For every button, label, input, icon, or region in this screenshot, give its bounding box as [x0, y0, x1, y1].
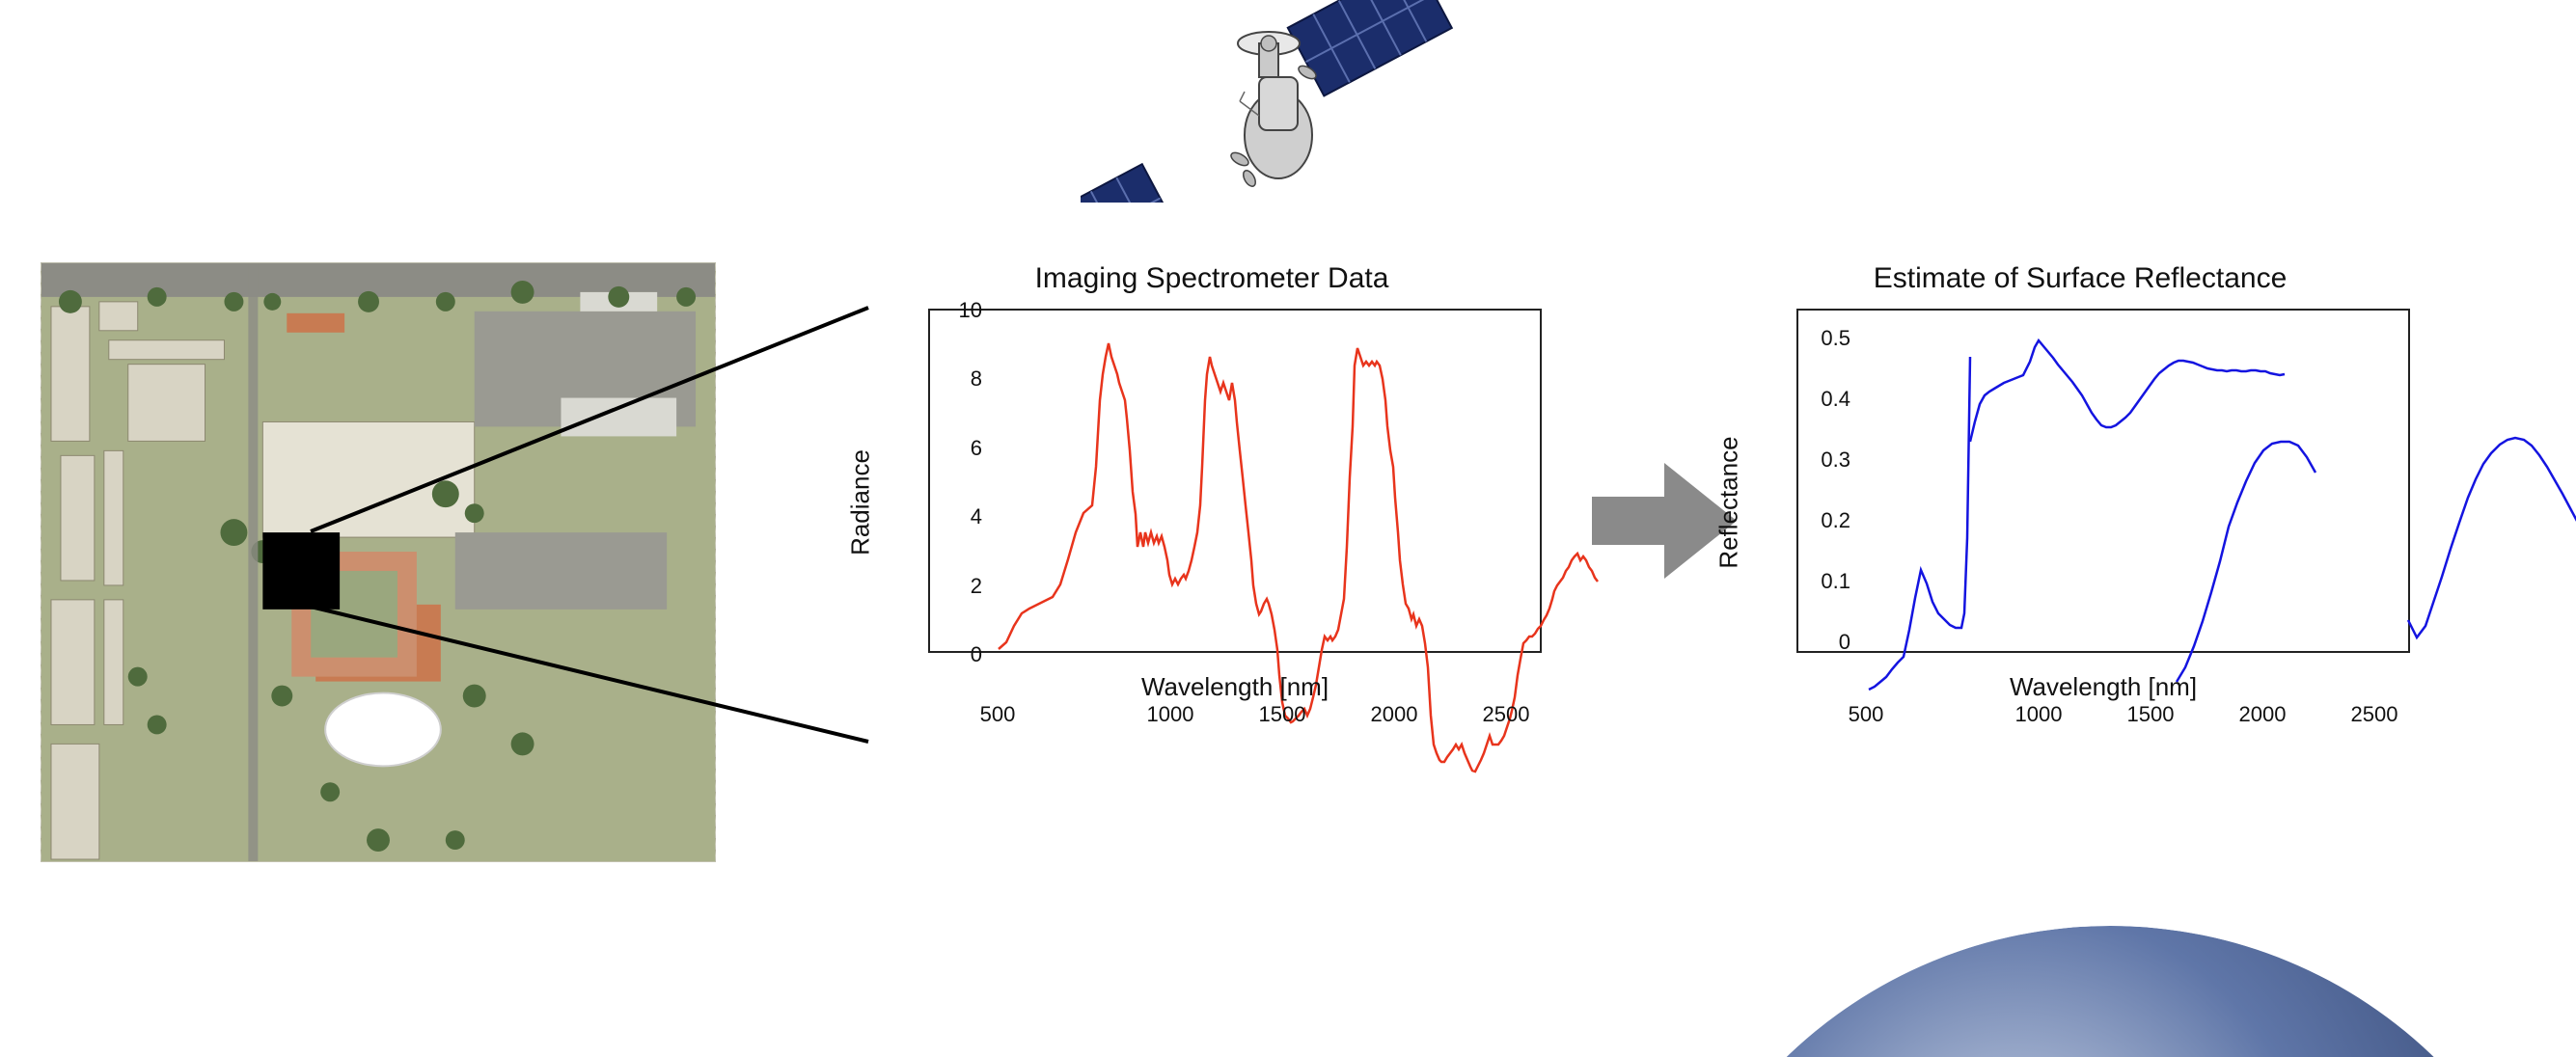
reflectance-xlabel: Wavelength [nm]	[1796, 672, 2410, 702]
reflectance-ytick-0-3[interactable]: 0.3	[1821, 447, 1850, 473]
reflectance-curve-visible	[1869, 357, 1970, 690]
diagram-scene: Imaging Spectrometer Data 10 8 6 4 2 0 5…	[0, 0, 2576, 1057]
reflectance-xtick-500[interactable]: 500	[1849, 702, 1884, 727]
spectrometer-ytick-6[interactable]: 6	[971, 436, 982, 461]
reflectance-ylabel: Reflectance	[1714, 436, 1744, 568]
earth-view-illustration	[1645, 926, 2576, 1057]
spectrometer-xtick-500[interactable]: 500	[980, 702, 1016, 727]
reflectance-xtick-2000[interactable]: 2000	[2239, 702, 2287, 727]
aerial-satellite-photo	[41, 262, 716, 862]
reflectance-ytick-0-1[interactable]: 0.1	[1821, 569, 1850, 594]
spectrometer-ytick-4[interactable]: 4	[971, 504, 982, 529]
reflectance-curve-midband	[2177, 442, 2316, 682]
spectrometer-ylabel: Radiance	[846, 449, 876, 556]
reflectance-ytick-0-4[interactable]: 0.4	[1821, 387, 1850, 412]
reflectance-xtick-1000[interactable]: 1000	[2015, 702, 2063, 727]
reflectance-curve-farband	[2408, 438, 2576, 637]
reflectance-curve-peak	[1970, 340, 2285, 442]
reflectance-xtick-2500[interactable]: 2500	[2351, 702, 2398, 727]
spectrometer-plot-area: 10 8 6 4 2 0 500 1000 1500 2000 2500	[928, 309, 1542, 653]
reflectance-chart-title: Estimate of Surface Reflectance	[1737, 262, 2424, 295]
spectrometer-ytick-8[interactable]: 8	[971, 366, 982, 392]
spectrometer-curve-svg	[990, 357, 1603, 701]
spectrometer-xtick-2500[interactable]: 2500	[1483, 702, 1530, 727]
spectrometer-xlabel: Wavelength [nm]	[928, 672, 1542, 702]
spectrometer-xtick-1500[interactable]: 1500	[1259, 702, 1306, 727]
satellite-illustration	[1081, 0, 1486, 203]
reflectance-ytick-0-2[interactable]: 0.2	[1821, 508, 1850, 533]
spectrometer-ytick-10[interactable]: 10	[959, 298, 982, 323]
reflectance-ytick-0-0[interactable]: 0	[1839, 630, 1850, 655]
reflectance-ytick-0-5[interactable]: 0.5	[1821, 326, 1850, 351]
reflectance-plot-area: 0.5 0.4 0.3 0.2 0.1 0 500 1000 1500 2000…	[1796, 309, 2410, 653]
spectrometer-xtick-1000[interactable]: 1000	[1147, 702, 1194, 727]
reflectance-chart-panel: Estimate of Surface Reflectance 0.5 0.4 …	[1737, 262, 2424, 742]
reflectance-xtick-1500[interactable]: 1500	[2127, 702, 2175, 727]
spectrometer-ytick-0[interactable]: 0	[971, 642, 982, 667]
spectrometer-ytick-2[interactable]: 2	[971, 574, 982, 599]
spectrometer-chart-panel: Imaging Spectrometer Data 10 8 6 4 2 0 5…	[868, 262, 1555, 742]
spectrometer-chart-title: Imaging Spectrometer Data	[868, 262, 1555, 295]
reflectance-curve-svg	[1858, 357, 2472, 701]
spectrometer-xtick-2000[interactable]: 2000	[1371, 702, 1418, 727]
